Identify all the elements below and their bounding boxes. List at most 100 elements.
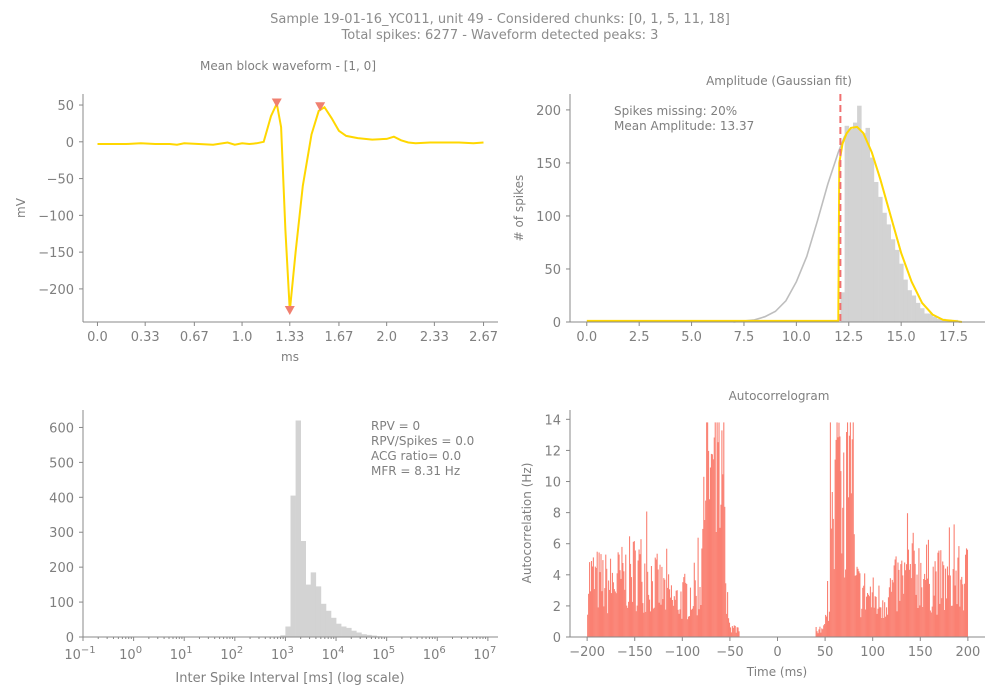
- acg-bar: [732, 627, 734, 637]
- acg-bar: [828, 611, 830, 637]
- acg-bar: [722, 474, 724, 637]
- y-tick-label: 0: [66, 136, 74, 151]
- acg-bar: [587, 614, 589, 637]
- acg-bar: [872, 577, 874, 637]
- acg-bar: [593, 589, 595, 637]
- acg-bar: [832, 518, 834, 637]
- histogram-bar: [285, 626, 291, 637]
- histogram-bar: [928, 313, 933, 322]
- x-tick-exponent: 6: [439, 645, 445, 656]
- acg-bar: [612, 582, 614, 637]
- annotation-spikes-missing: Spikes missing: 20%: [614, 104, 737, 118]
- x-tick-label: 105: [372, 645, 395, 663]
- y-tick-label: 600: [49, 421, 74, 436]
- acg-bar: [709, 467, 712, 637]
- acg-bar: [835, 439, 837, 637]
- acg-bar: [699, 587, 701, 637]
- acg-bar: [686, 584, 688, 637]
- acg-bar: [846, 422, 849, 637]
- acg-bar: [625, 554, 627, 637]
- x-tick-label: 2.67: [469, 330, 498, 345]
- histogram-bar: [300, 541, 306, 637]
- acg-bar: [830, 528, 832, 637]
- acg-bar: [823, 625, 825, 637]
- acg-bar: [597, 607, 599, 637]
- acg-bar: [867, 594, 870, 637]
- acg-bar: [953, 524, 955, 637]
- acg-bar: [613, 589, 615, 637]
- x-tick-exponent: 1: [186, 645, 192, 656]
- histogram-bar: [356, 632, 362, 637]
- acg-bar: [626, 605, 628, 637]
- acg-bar: [715, 532, 717, 637]
- acg-bar: [896, 611, 898, 637]
- acg-bar: [628, 601, 630, 637]
- acg-bar: [816, 631, 818, 637]
- acg-bar: [938, 550, 940, 637]
- acg-bar: [912, 532, 914, 637]
- x-tick-label: 2.0: [376, 330, 397, 345]
- acg-bar: [728, 622, 731, 637]
- x-tick-label: 17.5: [939, 330, 968, 345]
- acg-bar: [945, 598, 948, 637]
- acg-bar: [634, 550, 636, 637]
- y-tick-label: 100: [536, 210, 561, 225]
- panel-title: Mean block waveform - [1, 0]: [200, 59, 376, 73]
- acg-bar: [939, 603, 941, 637]
- acg-bar: [858, 571, 860, 637]
- histogram-bar: [331, 617, 337, 637]
- y-tick-label: 6: [553, 538, 561, 553]
- acg-bar: [689, 587, 692, 637]
- acg-bar: [600, 554, 602, 637]
- histogram-bar: [840, 292, 845, 322]
- acg-bar: [607, 613, 609, 637]
- amplitude-panel: 0.0 2.5 5.0 7.5 10.0 12.5 15.0 17.5 0 50 100 150 200…: [512, 74, 985, 345]
- waveform-panel: 0.0 0.33 0.67 1.0 1.33 1.67 2.0 2.33 2.67 50 0 −50 −…: [14, 59, 498, 364]
- acg-bar: [677, 609, 679, 637]
- acg-bar: [621, 546, 623, 637]
- acg-bar: [717, 442, 719, 637]
- acg-bar: [851, 439, 853, 637]
- acg-bar: [898, 569, 900, 637]
- acg-bar: [705, 500, 707, 637]
- acg-bar: [651, 581, 653, 637]
- acg-bar: [728, 618, 730, 637]
- acg-bar: [936, 614, 938, 637]
- histogram-bar: [869, 157, 875, 322]
- acg-bar: [819, 626, 821, 637]
- acg-bar: [664, 579, 666, 637]
- x-tick-label: −200: [569, 645, 605, 660]
- acg-bar: [729, 627, 732, 637]
- acg-bar: [720, 504, 722, 637]
- acg-bar: [708, 499, 711, 637]
- y-tick-label: 200: [536, 104, 561, 119]
- x-tick-label: 0.0: [87, 330, 108, 345]
- acg-bar: [700, 605, 702, 637]
- acg-bar: [879, 607, 881, 637]
- acg-bar: [893, 565, 895, 637]
- acg-bar: [884, 602, 886, 637]
- acg-bar: [592, 557, 594, 637]
- y-tick-label: 200: [49, 561, 74, 576]
- acg-bar: [878, 585, 880, 637]
- acg-bar: [932, 566, 934, 637]
- acg-bar: [931, 606, 933, 637]
- acg-bar: [869, 586, 871, 637]
- acg-bar: [615, 593, 617, 637]
- acg-bar: [644, 563, 646, 637]
- acg-bar: [601, 591, 603, 637]
- acg-bar: [926, 578, 929, 637]
- x-tick-label: 0.67: [180, 330, 209, 345]
- acg-bar: [663, 578, 665, 637]
- acg-bar: [727, 592, 729, 637]
- acg-bar: [738, 631, 740, 637]
- x-tick-label: 7.5: [734, 330, 755, 345]
- acg-bar: [703, 476, 705, 637]
- acg-bar: [942, 561, 944, 637]
- acg-bar: [662, 599, 664, 637]
- acg-bar: [676, 590, 678, 637]
- histogram-bar: [315, 586, 322, 637]
- y-tick-label: 300: [49, 526, 74, 541]
- x-tick-label: 2.5: [629, 330, 650, 345]
- acg-bar: [668, 574, 670, 637]
